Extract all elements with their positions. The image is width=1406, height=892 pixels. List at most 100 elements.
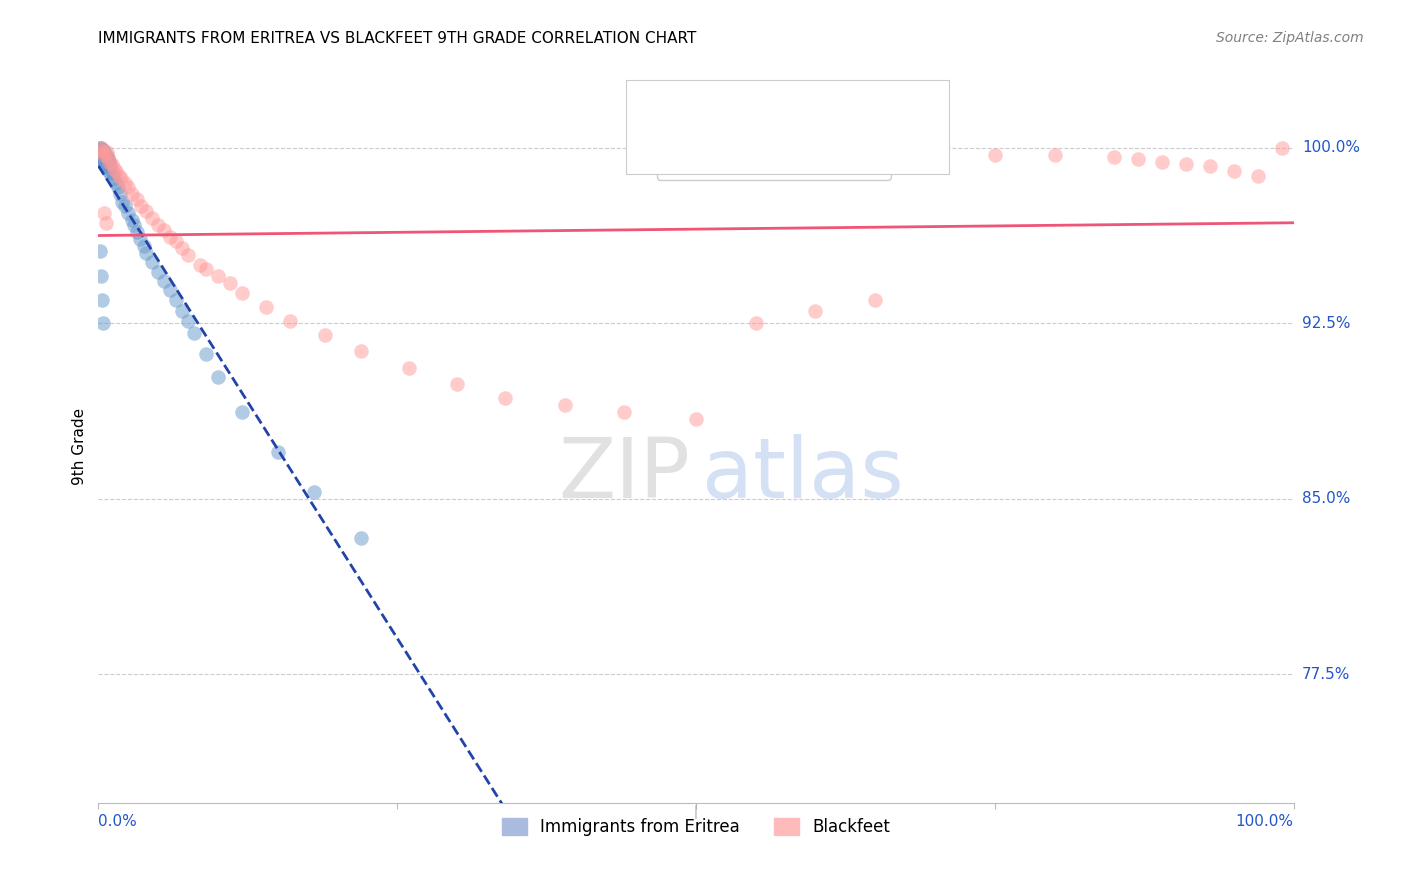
Point [278,314,301,328]
Point [165,234,187,248]
Point [446,376,468,391]
Point [114,176,136,190]
Point [398,360,420,375]
Point [94,147,117,161]
Point [103,171,125,186]
Point [98,154,121,169]
Point [117,180,139,194]
Point [105,164,128,178]
Point [93,147,115,161]
Text: 0.0%: 0.0% [98,814,138,830]
Point [1152,154,1174,169]
Point [91,145,114,160]
Text: ZIP: ZIP [558,434,690,515]
Point [153,274,176,288]
Point [315,327,337,342]
Point [177,314,200,328]
Point [91,154,114,169]
Point [96,157,118,171]
Point [172,241,194,255]
Point [90,141,112,155]
Point [91,145,114,160]
Point [91,293,114,307]
Point [165,293,187,307]
Point [96,145,118,160]
Text: 92.5%: 92.5% [1302,316,1350,331]
Point [91,143,114,157]
Text: atlas: atlas [702,434,904,515]
Point [207,370,229,384]
Point [159,284,181,298]
Point [177,248,200,262]
Point [207,269,229,284]
Point [94,153,117,167]
Point [267,445,290,459]
Point [141,255,163,269]
Point [93,147,115,161]
Point [91,147,114,161]
Point [302,484,325,499]
Point [804,304,827,318]
Point [159,229,181,244]
Point [98,166,122,180]
Point [131,199,153,213]
Point [1223,164,1246,178]
Point [91,147,114,161]
Point [124,218,146,232]
Point [98,164,121,178]
Point [350,532,373,546]
Point [90,153,112,167]
Point [91,153,114,167]
Point [132,239,155,253]
Point [135,203,157,218]
Point [89,143,111,157]
Text: 85.0%: 85.0% [1302,491,1350,506]
Point [1175,157,1198,171]
Text: Source: ZipAtlas.com: Source: ZipAtlas.com [1216,31,1364,45]
Point [195,346,218,360]
Point [129,232,152,246]
Point [350,344,373,359]
Point [121,187,143,202]
Point [153,222,176,236]
Point [93,145,115,160]
Point [90,141,112,155]
Text: 100.0%: 100.0% [1302,140,1360,155]
Y-axis label: 9th Grade: 9th Grade [72,408,87,484]
Point [111,194,134,209]
Point [93,157,115,171]
Point [108,187,131,202]
Point [90,145,112,160]
Point [97,153,120,167]
Point [554,398,576,412]
Point [89,150,111,164]
Point [254,300,277,314]
Point [103,161,125,176]
Point [1199,160,1222,174]
Point [90,147,112,161]
Legend: Immigrants from Eritrea, Blackfeet: Immigrants from Eritrea, Blackfeet [494,810,898,845]
Point [231,405,253,419]
Point [183,326,205,340]
Point [89,145,111,160]
Point [148,265,170,279]
Text: 100.0%: 100.0% [1236,814,1294,830]
Point [1247,169,1270,183]
Point [94,160,117,174]
Point [101,166,124,180]
Point [188,258,211,272]
Point [93,206,115,220]
Point [100,157,122,171]
Point [494,391,516,405]
Point [219,277,242,291]
Point [114,199,136,213]
Point [1128,153,1150,167]
Point [96,150,118,164]
Point [94,216,117,230]
Point [984,147,1007,161]
Point [98,157,122,171]
Point [107,180,129,194]
Point [90,143,112,157]
Point [1043,147,1066,161]
Point [141,211,163,225]
